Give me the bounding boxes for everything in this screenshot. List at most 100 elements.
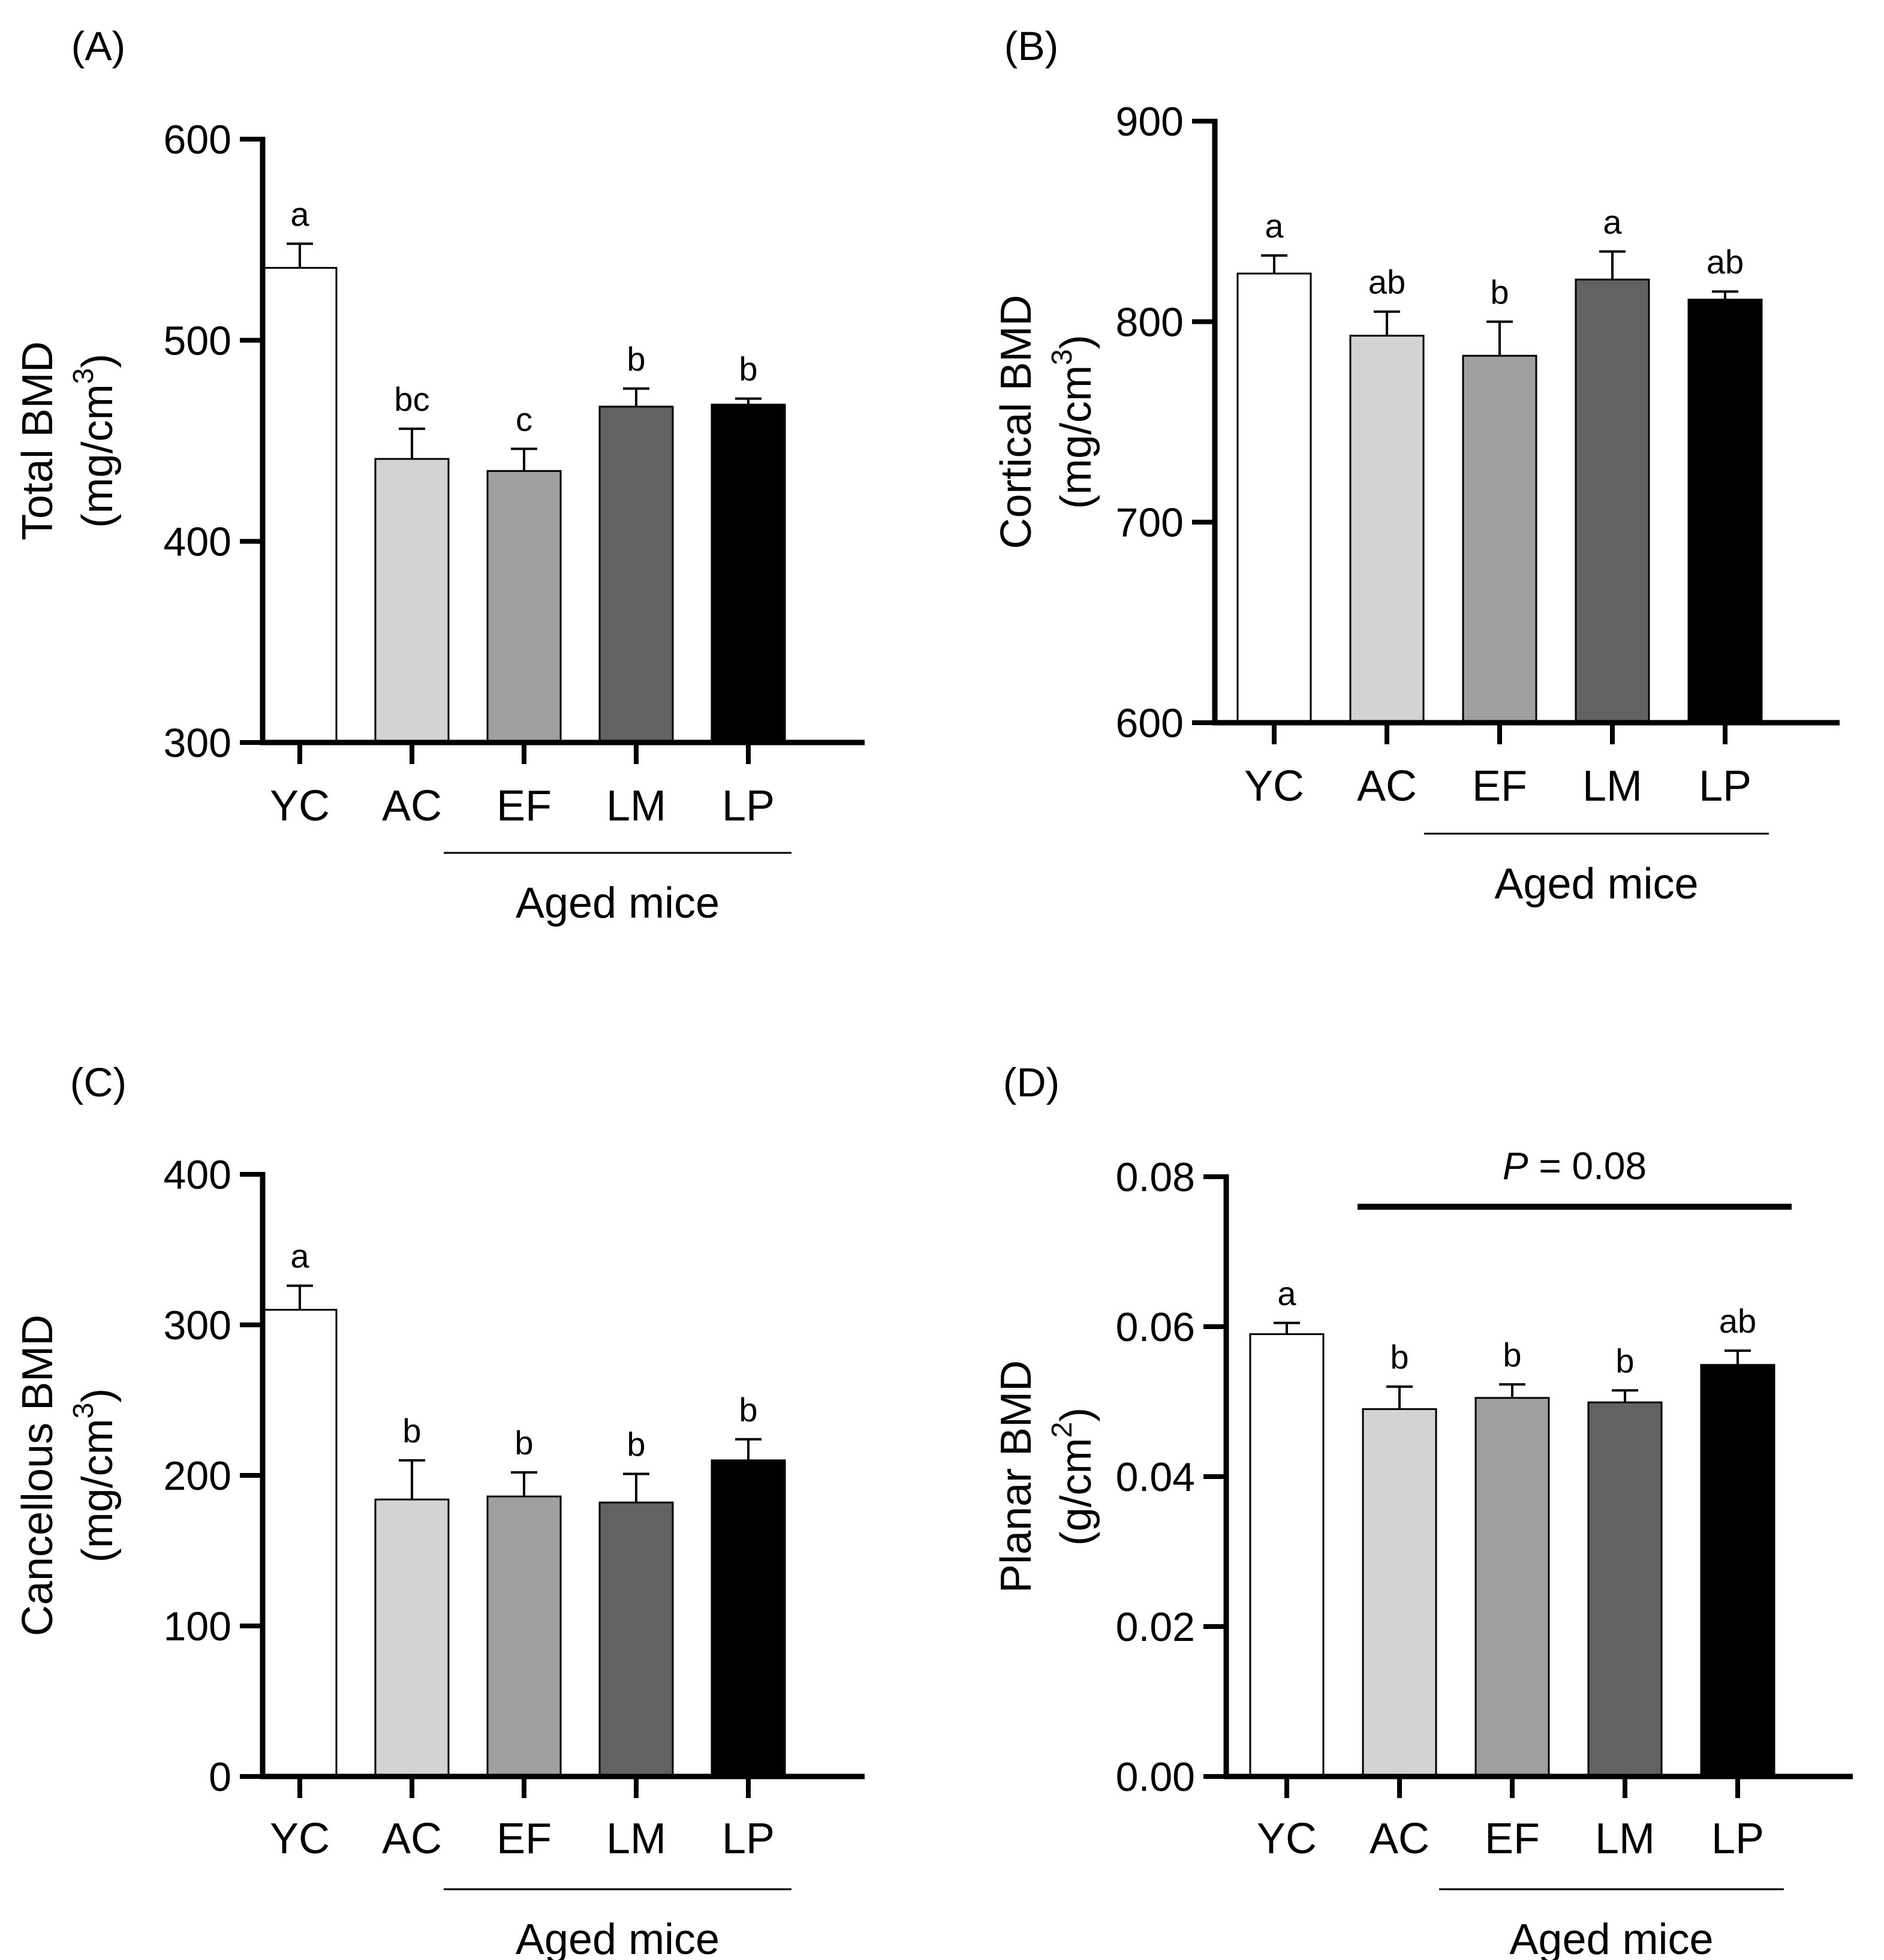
- x-tick-label: LM: [606, 1815, 666, 1863]
- unit-text-close: ): [1052, 1408, 1100, 1422]
- x-tick-label: EF: [496, 782, 552, 830]
- significance-letter: b: [1390, 1338, 1409, 1376]
- y-tick-label: 800: [1116, 299, 1184, 345]
- x-tick-label: YC: [1244, 762, 1304, 810]
- panel-label: (C): [70, 1060, 127, 1105]
- y-axis-unit: (mg/cm3): [68, 1388, 122, 1563]
- bar-ef: [1474, 1397, 1550, 1778]
- x-tick-label: LM: [1595, 1815, 1655, 1863]
- y-tick-label: 200: [164, 1453, 231, 1499]
- y-tick-label: 0.02: [1116, 1604, 1195, 1650]
- bar-yc: [262, 267, 338, 744]
- unit-text: (mg/cm: [74, 384, 122, 528]
- y-tick-label: 0.08: [1116, 1155, 1195, 1200]
- y-tick-label: 300: [164, 720, 231, 766]
- x-tick-label: AC: [382, 782, 442, 830]
- y-tick-label: 600: [1116, 701, 1184, 746]
- bar-lp: [1687, 299, 1763, 724]
- x-tick-label: YC: [1257, 1815, 1317, 1863]
- y-axis-label: Planar BMD: [992, 1360, 1040, 1593]
- significance-letter: b: [1503, 1336, 1521, 1373]
- bar-lm: [598, 1501, 674, 1778]
- panel-label: (A): [71, 23, 126, 69]
- significance-letter: b: [627, 1425, 645, 1463]
- y-tick-label: 100: [164, 1604, 231, 1649]
- significance-letter: b: [402, 1412, 421, 1450]
- y-axis-unit: (mg/cm3): [1046, 335, 1100, 509]
- y-axis-unit: (g/cm2): [1046, 1408, 1100, 1546]
- significance-letter: ab: [1719, 1302, 1756, 1340]
- p-symbol: P: [1503, 1144, 1528, 1188]
- x-tick-label: YC: [270, 1815, 330, 1863]
- significance-letter: ab: [1707, 243, 1744, 281]
- y-tick-label: 500: [164, 318, 231, 363]
- chart-panel-3: (C) 0 100 200 300 400 a YC b AC b EF b LM b LP Cancellou…: [14, 1060, 865, 1960]
- significance-letter: b: [739, 1391, 757, 1429]
- bar-lm: [1575, 278, 1650, 724]
- significance-letter: a: [290, 195, 309, 233]
- bar-yc: [1249, 1333, 1325, 1778]
- bar-lm: [598, 405, 674, 744]
- significance-letter: b: [1490, 273, 1509, 311]
- x-tick-label: LM: [606, 782, 666, 830]
- unit-text: (g/cm: [1052, 1438, 1100, 1546]
- significance-letter: b: [1615, 1342, 1634, 1379]
- x-tick-label: LP: [1699, 762, 1751, 810]
- x-tick-label: LP: [722, 782, 775, 830]
- group-label: Aged mice: [516, 879, 720, 927]
- bar-yc: [1236, 272, 1312, 724]
- unit-superscript: 3: [1046, 349, 1078, 365]
- x-tick-label: LM: [1582, 762, 1642, 810]
- y-axis-unit: (mg/cm3): [68, 354, 122, 528]
- unit-text-close: ): [1052, 335, 1100, 349]
- x-tick-label: EF: [1485, 1815, 1540, 1863]
- unit-superscript: 3: [68, 1403, 100, 1419]
- x-tick-label: AC: [382, 1815, 442, 1863]
- y-tick-label: 0.04: [1116, 1454, 1195, 1500]
- significance-letter: ab: [1368, 263, 1406, 301]
- x-tick-label: LP: [722, 1815, 775, 1863]
- x-tick-label: AC: [1370, 1815, 1429, 1863]
- unit-superscript: 2: [1046, 1422, 1078, 1438]
- y-tick-label: 300: [164, 1303, 231, 1348]
- panel-label: (D): [1003, 1060, 1060, 1105]
- y-tick-label: 400: [164, 1152, 231, 1198]
- panel-label: (B): [1004, 23, 1059, 69]
- y-axis-label: Cancellous BMD: [14, 1315, 62, 1636]
- bar-ac: [374, 458, 450, 744]
- p-value-text: = 0.08: [1528, 1144, 1647, 1188]
- chart-panel-4: (D) 0.00 0.02 0.04 0.06 0.08 a YC b AC b EF b LM ab LP P…: [992, 1060, 1853, 1960]
- chart-panel-2: (B) 600 700 800 900 a YC ab AC b EF a LM ab LP Cortical…: [992, 23, 1840, 908]
- significance-letter: b: [514, 1424, 533, 1462]
- y-tick-label: 700: [1116, 500, 1184, 546]
- x-tick-label: AC: [1357, 762, 1417, 810]
- y-axis-label: Total BMD: [14, 341, 62, 540]
- bar-ac: [1362, 1408, 1437, 1778]
- bar-ef: [486, 470, 562, 744]
- y-tick-label: 0.06: [1116, 1304, 1195, 1350]
- bar-lp: [711, 404, 786, 744]
- bar-yc: [262, 1309, 338, 1778]
- x-tick-label: EF: [1472, 762, 1527, 810]
- significance-letter: bc: [394, 380, 429, 418]
- unit-text: (mg/cm: [74, 1418, 122, 1562]
- bar-lp: [711, 1459, 786, 1778]
- unit-text-close: ): [74, 354, 122, 368]
- y-tick-label: 600: [164, 117, 231, 163]
- bar-ac: [1349, 335, 1425, 724]
- bar-ac: [374, 1498, 450, 1778]
- y-tick-label: 0.00: [1116, 1754, 1195, 1800]
- y-axis-label: Cortical BMD: [992, 294, 1040, 549]
- significance-letter: c: [516, 400, 532, 438]
- y-tick-label: 0: [209, 1754, 231, 1800]
- chart-panel-1: (A) 300 400 500 600 a YC bc AC c EF b LM b LP Total BMD…: [14, 23, 865, 927]
- significance-letter: a: [1265, 207, 1284, 245]
- unit-text: (mg/cm: [1052, 365, 1100, 509]
- significance-letter: a: [1277, 1274, 1296, 1312]
- group-label: Aged mice: [516, 1916, 720, 1960]
- significance-letter: b: [739, 350, 757, 388]
- significance-letter: b: [627, 340, 645, 378]
- bar-lp: [1700, 1364, 1775, 1778]
- significance-letter: a: [1603, 203, 1622, 241]
- bar-ef: [486, 1495, 562, 1778]
